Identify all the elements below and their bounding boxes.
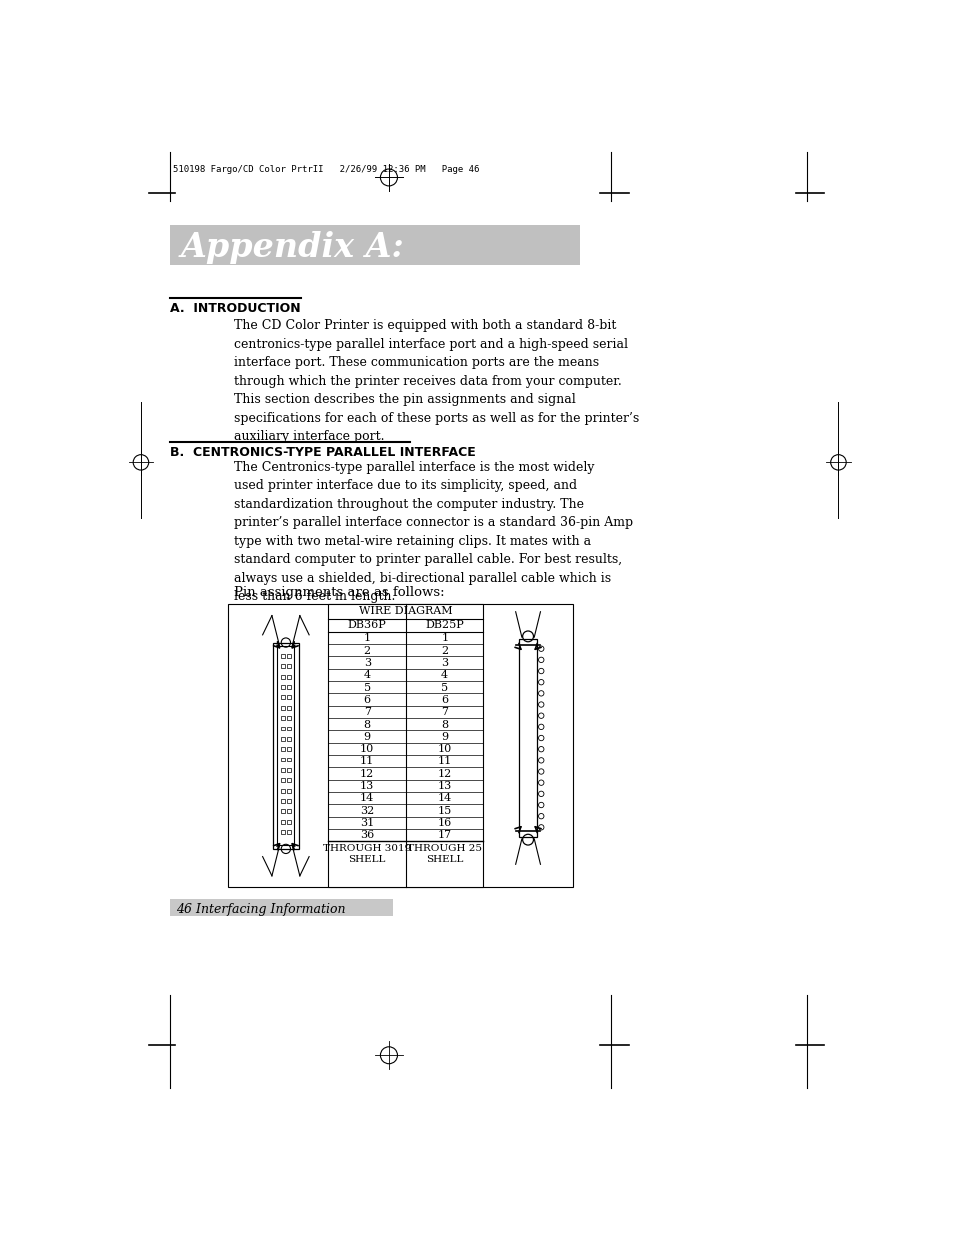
Bar (228, 604, 572, 888)
Text: 3: 3 (363, 658, 371, 668)
Bar (281, 789, 285, 793)
Text: 32: 32 (359, 805, 374, 816)
Bar (286, 706, 291, 710)
Bar (286, 747, 291, 751)
Text: 2: 2 (363, 646, 371, 656)
Text: A.  INTRODUCTION: A. INTRODUCTION (170, 303, 300, 315)
Bar (281, 830, 285, 834)
Bar (286, 737, 291, 741)
Text: 7: 7 (363, 708, 371, 718)
Text: Appendix A:: Appendix A: (180, 231, 404, 264)
Bar (286, 757, 291, 762)
Text: 16: 16 (437, 818, 452, 829)
Text: B.  CENTRONICS-TYPE PARALLEL INTERFACE: B. CENTRONICS-TYPE PARALLEL INTERFACE (170, 446, 475, 459)
Bar (281, 757, 285, 762)
Text: 8: 8 (440, 720, 448, 730)
Text: THROUGH 3019
SHELL: THROUGH 3019 SHELL (323, 844, 411, 863)
Bar (277, 646, 294, 845)
Text: 31: 31 (359, 818, 374, 829)
Text: 5: 5 (440, 683, 448, 693)
Text: The CD Color Printer is equipped with both a standard 8-bit
centronics-type para: The CD Color Printer is equipped with bo… (233, 319, 639, 443)
Bar (170, 899, 393, 916)
Text: DB36P: DB36P (348, 620, 386, 630)
Text: 36: 36 (359, 830, 374, 841)
Text: 6: 6 (440, 695, 448, 705)
Bar (281, 664, 285, 668)
Text: 12: 12 (437, 769, 452, 779)
Bar (286, 655, 291, 658)
Bar (281, 809, 285, 813)
Bar (286, 768, 291, 772)
Bar (286, 830, 291, 834)
Bar (286, 726, 291, 730)
Text: 46 Interfacing Information: 46 Interfacing Information (175, 903, 345, 916)
Text: THROUGH 25
SHELL: THROUGH 25 SHELL (407, 844, 482, 863)
Bar (281, 820, 285, 824)
Bar (281, 799, 285, 803)
Bar (281, 695, 285, 699)
Bar (286, 799, 291, 803)
Text: 10: 10 (359, 745, 374, 755)
Bar (286, 674, 291, 679)
Bar (281, 737, 285, 741)
Bar (286, 695, 291, 699)
Text: 11: 11 (437, 757, 452, 767)
Bar (281, 685, 285, 689)
Text: 6: 6 (363, 695, 371, 705)
Bar (328, 604, 483, 888)
Text: 7: 7 (441, 708, 448, 718)
Text: WIRE DIAGRAM: WIRE DIAGRAM (359, 605, 453, 615)
Text: 1: 1 (363, 634, 371, 643)
Bar (281, 778, 285, 782)
Text: 15: 15 (437, 805, 452, 816)
Text: 12: 12 (359, 769, 374, 779)
Bar (281, 706, 285, 710)
Bar (281, 655, 285, 658)
Bar (281, 747, 285, 751)
Bar (286, 809, 291, 813)
Bar (286, 789, 291, 793)
Bar (286, 778, 291, 782)
Text: 11: 11 (359, 757, 374, 767)
Text: 10: 10 (437, 745, 452, 755)
Text: 9: 9 (363, 732, 371, 742)
Bar (286, 716, 291, 720)
Text: 9: 9 (440, 732, 448, 742)
Bar (286, 685, 291, 689)
Text: The Centronics-type parallel interface is the most widely
used printer interface: The Centronics-type parallel interface i… (233, 461, 633, 604)
Bar (281, 726, 285, 730)
Text: 14: 14 (359, 793, 374, 804)
Text: 3: 3 (440, 658, 448, 668)
Bar (518, 638, 537, 837)
Text: 13: 13 (359, 782, 374, 792)
Bar (281, 768, 285, 772)
Text: 13: 13 (437, 782, 452, 792)
Bar (281, 716, 285, 720)
Text: Pin assignments are as follows:: Pin assignments are as follows: (233, 585, 444, 599)
Text: 4: 4 (440, 671, 448, 680)
Bar (281, 674, 285, 679)
Bar (273, 642, 298, 848)
Text: 8: 8 (363, 720, 371, 730)
Text: 4: 4 (363, 671, 371, 680)
Bar (286, 820, 291, 824)
Text: 14: 14 (437, 793, 452, 804)
Text: 17: 17 (437, 830, 452, 841)
Bar (286, 664, 291, 668)
Text: 510198 Fargo/CD Color PrtrII   2/26/99 12:36 PM   Page 46: 510198 Fargo/CD Color PrtrII 2/26/99 12:… (173, 165, 479, 174)
Text: DB25P: DB25P (425, 620, 464, 630)
Bar (170, 225, 579, 266)
Text: 5: 5 (363, 683, 371, 693)
Text: 1: 1 (440, 634, 448, 643)
Text: 2: 2 (440, 646, 448, 656)
